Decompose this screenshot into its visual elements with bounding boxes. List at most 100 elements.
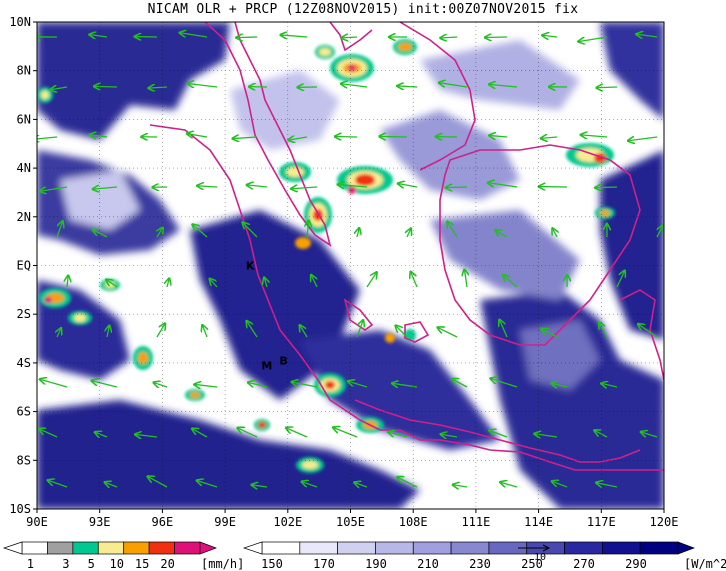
coastline-bangka (343, 298, 374, 331)
wind-reference-arrowhead (542, 544, 551, 552)
olr-colorbar-label: 190 (365, 557, 387, 571)
olr-colorbar-label: 270 (573, 557, 595, 571)
wind-arrow (187, 134, 208, 137)
olr-unit: [W/m^2] (684, 557, 726, 571)
precip-colorbar-left-cap (2, 541, 23, 555)
precip-colorbar: 1 3 5 10 15 20 [mm/h] (2, 541, 244, 571)
wind-arrow (601, 383, 618, 387)
precip-colorbar-label: 1 (27, 557, 34, 571)
wind-arrow (595, 430, 608, 438)
wind-arrow (291, 187, 318, 189)
wind-arrow (236, 37, 258, 38)
precip-color-swatch (21, 541, 48, 555)
lat-tick-label: 8S (17, 453, 31, 467)
precip-colorbar-label: 15 (135, 557, 149, 571)
wind-arrow (439, 83, 468, 88)
olr-color-swatch (299, 541, 338, 555)
precip-color-swatch (148, 541, 175, 555)
olr-color-swatch (602, 541, 641, 555)
olr-color-swatch (564, 541, 603, 555)
wind-arrow (195, 384, 218, 387)
precip-cluster (595, 207, 615, 219)
wind-arrow (281, 35, 308, 37)
wind-vectors (37, 33, 663, 488)
lon-tick-label: 99E (214, 515, 236, 529)
coastline-indochina (399, 22, 476, 171)
wind-arrow (552, 383, 568, 387)
wind-reference-label: 10 (534, 552, 546, 563)
wind-arrow (553, 229, 557, 238)
wind-arrow (338, 185, 368, 187)
olr-colorbar-label: 250 (521, 557, 543, 571)
wind-arrow (366, 272, 377, 288)
precip-cluster (315, 45, 335, 59)
latitude-axis: 10N 8N 6N 4N 2N EQ 2S 4S 6S 8S 10S (9, 15, 37, 516)
wind-arrow (397, 86, 418, 87)
precip-colorbar-label: 10 (109, 557, 123, 571)
wind-arrow (289, 137, 308, 140)
wind-arrow (348, 381, 368, 388)
wind-arrow (542, 35, 558, 37)
wind-arrow (154, 383, 168, 387)
wind-arrow (503, 275, 518, 288)
lat-tick-label: 2S (17, 307, 31, 321)
wind-arrow (39, 429, 58, 438)
wind-arrow (616, 271, 625, 288)
wind-arrow (243, 223, 258, 238)
lat-tick-label: EQ (17, 259, 31, 273)
precip-cluster (279, 162, 311, 182)
wind-arrow (247, 321, 258, 338)
wind-arrow (447, 222, 458, 238)
precip-color-swatch (72, 541, 99, 555)
lon-tick-label: 102E (273, 515, 302, 529)
precip-cluster (39, 288, 71, 308)
wind-arrow (535, 434, 558, 437)
wind-arrow (40, 379, 68, 388)
station-markers: K M B (246, 260, 288, 373)
wind-arrow (51, 87, 68, 90)
lon-tick-label: 108E (399, 515, 428, 529)
coastline-sulawesi (619, 289, 664, 381)
lon-tick-label: 111E (461, 515, 490, 529)
precip-cluster (337, 166, 393, 194)
precip-unit: [mm/h] (201, 557, 244, 571)
wind-arrow (105, 482, 118, 487)
wind-arrow (397, 477, 418, 488)
precip-cluster (133, 346, 153, 370)
wind-arrow (90, 135, 108, 137)
olr-color-swatch (450, 541, 490, 555)
wind-arrow (202, 325, 207, 338)
wind-arrow (541, 137, 558, 138)
wind-arrow (56, 221, 63, 238)
wind-arrow (135, 434, 158, 437)
wind-arrow (107, 326, 109, 338)
precip-color-swatch (97, 541, 125, 555)
wind-arrow (396, 326, 408, 338)
wind-arrow (197, 186, 218, 187)
wind-arrow (411, 272, 418, 288)
olr-colorbar-right-cap (677, 541, 695, 555)
wind-arrow (491, 379, 518, 388)
wind-arrow (300, 325, 308, 338)
wind-arrow (93, 230, 108, 238)
wind-arrow (37, 137, 58, 139)
wind-arrow (167, 279, 169, 288)
wind-arrow (596, 483, 618, 487)
lat-tick-label: 10N (9, 15, 31, 29)
coastline-borneo (439, 144, 641, 346)
wind-arrow (48, 480, 68, 488)
wind-arrow (292, 382, 318, 388)
olr-color-swatch (639, 541, 679, 555)
wind-arrow (392, 383, 418, 387)
wind-arrow (500, 482, 518, 487)
station-label: K (246, 260, 255, 273)
wind-arrow (67, 276, 68, 288)
wind-arrow (599, 323, 608, 338)
olr-color-swatch (337, 541, 376, 555)
wind-arrow (441, 37, 458, 38)
olr-colorbar-label: 170 (313, 557, 335, 571)
wind-arrow (92, 381, 118, 388)
wind-arrow (248, 382, 268, 387)
wind-arrow (157, 228, 163, 238)
